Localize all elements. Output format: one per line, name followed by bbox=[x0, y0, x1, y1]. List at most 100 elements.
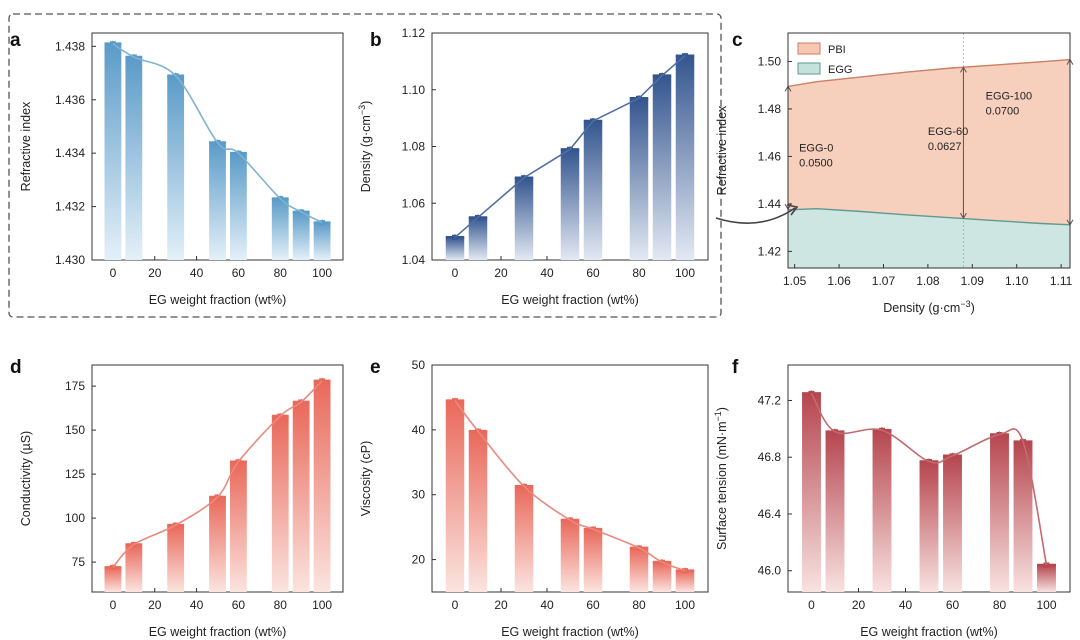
panel-a-bar bbox=[271, 198, 289, 260]
panel-c-xtick-label: 1.10 bbox=[1005, 274, 1029, 288]
panel-f-xtick-label: 80 bbox=[993, 598, 1007, 612]
panel-c-ytick-label: 1.50 bbox=[758, 54, 782, 68]
panel-c-pbi-line bbox=[787, 58, 1071, 88]
panel-e-ytick-label: 50 bbox=[412, 358, 426, 372]
panel-c-xtick-label: 1.06 bbox=[827, 274, 851, 288]
panel-b-xlabel-text: EG weight fraction (wt%) bbox=[501, 293, 639, 307]
panel-f-xlabel: EG weight fraction (wt%) bbox=[860, 625, 998, 639]
panel-d-ytick-label: 100 bbox=[65, 511, 85, 525]
panel-a-bar bbox=[104, 43, 122, 260]
panel-b-ytick-label: 1.06 bbox=[402, 196, 426, 210]
panel-b-bar bbox=[445, 237, 465, 260]
panel-b: b 1.04 1.06 1.08 1.10 1.12 0 20 40 60 80 100 EG weig… bbox=[357, 26, 709, 307]
panel-d-xlabel: EG weight fraction (wt%) bbox=[149, 625, 287, 639]
panel-c-annotation-name: EGG-60 bbox=[928, 126, 968, 138]
panel-b-ylabel: Density (g·cm−3) bbox=[357, 101, 373, 193]
panel-c-egg-area bbox=[788, 208, 1070, 268]
panel-f-bar bbox=[919, 461, 939, 592]
panel-f-ytick-label: 46.8 bbox=[758, 450, 782, 464]
panel-a-xlabel-text: EG weight fraction (wt%) bbox=[149, 293, 287, 307]
panel-c-legend-egg-label: EGG bbox=[828, 64, 852, 76]
panel-a-ylabel-text: Refractive index bbox=[19, 101, 33, 191]
panel-f-xtick-label: 0 bbox=[808, 598, 815, 612]
panel-a-ytick-label: 1.436 bbox=[55, 93, 85, 107]
panel-d-letter: d bbox=[10, 357, 22, 378]
panel-c-arrow-head-up bbox=[959, 66, 967, 73]
panel-e-xtick-label: 60 bbox=[586, 598, 600, 612]
panel-e-ytick-label: 20 bbox=[412, 553, 426, 567]
panel-b-ytick-label: 1.10 bbox=[402, 83, 426, 97]
panel-e-letter: e bbox=[370, 357, 381, 378]
panel-b-xtick-label: 60 bbox=[586, 266, 600, 280]
panel-c-axes-frame bbox=[787, 32, 1071, 269]
panel-c-annotation-value: 0.0500 bbox=[799, 158, 833, 170]
panel-c-arrow-head-down bbox=[959, 212, 967, 220]
panel-f-bar bbox=[990, 434, 1009, 592]
panel-c-ytick-label: 1.48 bbox=[758, 102, 782, 116]
panel-c-xlabel: Density (g·cm−3) bbox=[883, 299, 975, 315]
panel-e-xlabel-text: EG weight fraction (wt%) bbox=[501, 625, 639, 639]
panel-b-xtick-label: 40 bbox=[540, 266, 554, 280]
panel-c-pbi-area bbox=[788, 59, 1070, 225]
panel-b-xtick-label: 100 bbox=[675, 266, 695, 280]
panel-d-bar bbox=[313, 380, 331, 592]
panel-f-bar bbox=[1013, 441, 1033, 592]
panel-d-xtick-label: 0 bbox=[110, 598, 117, 612]
panel-e-xtick-label: 40 bbox=[540, 598, 554, 612]
panel-c-legend-egg-swatch bbox=[797, 62, 821, 75]
panel-a-bar bbox=[209, 142, 226, 260]
panel-d-ytick-label: 150 bbox=[65, 423, 85, 437]
panel-a-ytick-label: 1.434 bbox=[55, 146, 85, 160]
panel-f-xtick-label: 100 bbox=[1036, 598, 1056, 612]
panel-d-bar bbox=[209, 496, 226, 592]
panel-c-annotation-value: 0.0700 bbox=[986, 105, 1020, 117]
panel-c-annotation-name: EGG-100 bbox=[986, 90, 1032, 102]
panel-c-xtick-label: 1.05 bbox=[783, 274, 807, 288]
panel-f-xlabel-text: EG weight fraction (wt%) bbox=[860, 625, 998, 639]
panel-c-xtick-label: 1.08 bbox=[916, 274, 940, 288]
panel-b-ylabel-text: Density (g·cm bbox=[359, 115, 373, 192]
panel-e-bar bbox=[652, 562, 672, 592]
panel-f-ylabel: Surface tension (mN·m−1) bbox=[713, 407, 729, 550]
panel-a-ylabel: Refractive index bbox=[19, 101, 33, 191]
panel-b-ytick-label: 1.08 bbox=[402, 140, 426, 154]
panel-e-bar bbox=[445, 400, 465, 592]
panel-f-ylabel-sup: −1 bbox=[713, 411, 723, 421]
panel-e-bar bbox=[629, 547, 649, 592]
dashed-group-box bbox=[8, 13, 722, 318]
panel-d-bar bbox=[167, 525, 185, 592]
panel-b-ylabel-close: ) bbox=[359, 101, 373, 105]
panel-f-letter: f bbox=[732, 357, 739, 378]
panel-f-bar bbox=[802, 393, 821, 592]
panel-c-ytick-label: 1.46 bbox=[758, 149, 782, 163]
panel-d-xtick-label: 100 bbox=[312, 598, 332, 612]
panel-f-xtick-label: 20 bbox=[852, 598, 866, 612]
panel-d-xlabel-text: EG weight fraction (wt%) bbox=[149, 625, 287, 639]
panel-e-xtick-label: 0 bbox=[452, 598, 459, 612]
panel-c-xtick-label: 1.09 bbox=[961, 274, 985, 288]
panel-a-letter: a bbox=[10, 30, 21, 51]
panel-e-bar bbox=[514, 486, 534, 592]
panel-b-bar bbox=[629, 98, 649, 260]
panel-b-bar bbox=[652, 75, 672, 260]
panel-c-legend-pbi-label: PBI bbox=[828, 44, 846, 56]
panel-b-xlabel: EG weight fraction (wt%) bbox=[501, 293, 639, 307]
panel-e-bar bbox=[468, 431, 488, 592]
panel-c-legend-pbi-swatch bbox=[797, 42, 821, 55]
panel-b-letter: b bbox=[370, 30, 382, 51]
panel-a-xlabel: EG weight fraction (wt%) bbox=[149, 293, 287, 307]
panel-d-bar bbox=[104, 567, 122, 592]
panel-f-fit-line bbox=[810, 392, 1048, 566]
panel-d-xtick-label: 80 bbox=[274, 598, 288, 612]
panel-c-ytick-label: 1.44 bbox=[758, 197, 782, 211]
panel-c-ylabel-text: Refractive index bbox=[715, 105, 729, 195]
panel-d-xtick-label: 60 bbox=[232, 598, 246, 612]
panel-a-bar bbox=[167, 75, 185, 261]
panel-f-ytick-label: 46.0 bbox=[758, 564, 782, 578]
panel-b-ylabel-sup: −3 bbox=[357, 105, 367, 115]
panel-d-ytick-label: 75 bbox=[72, 555, 86, 569]
panel-f-ytick-label: 46.4 bbox=[758, 507, 782, 521]
panel-b-ytick-label: 1.04 bbox=[402, 253, 426, 267]
panel-d-ytick-label: 125 bbox=[65, 467, 85, 481]
panel-d-ylabel-text: Conductivity (µS) bbox=[19, 431, 33, 526]
